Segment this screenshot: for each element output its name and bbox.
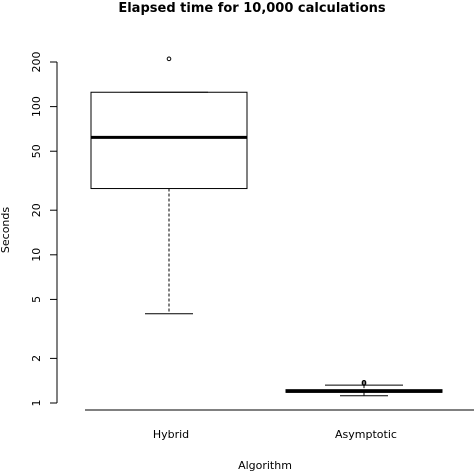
chart-title: Elapsed time for 10,000 calculations [118,1,386,16]
box-iqr [90,91,248,190]
y-tick-label: 10 [30,248,43,262]
y-tick-label: 20 [30,203,43,217]
x-axis-label: Algorithm [238,459,292,472]
y-tick-label: 100 [30,96,43,117]
box-hybrid [90,56,248,315]
y-axis-label: Seconds [0,207,12,253]
box-asymptotic [285,379,443,397]
y-axis: 1 2 5 10 20 50 100 200 [30,52,58,407]
x-tick-label: Asymptotic [335,428,397,441]
x-tick-label: Hybrid [153,428,189,441]
outlier-point [361,381,367,386]
outlier-point [166,56,172,62]
y-tick-label: 2 [30,355,43,362]
y-tick-label: 5 [30,296,43,303]
y-tick-label: 200 [30,52,43,73]
boxes [90,56,443,397]
y-tick-label: 50 [30,144,43,158]
y-ticks: 1 2 5 10 20 50 100 200 [30,52,57,407]
y-tick-label: 1 [30,400,43,407]
x-ticks: Hybrid Asymptotic [153,428,397,441]
